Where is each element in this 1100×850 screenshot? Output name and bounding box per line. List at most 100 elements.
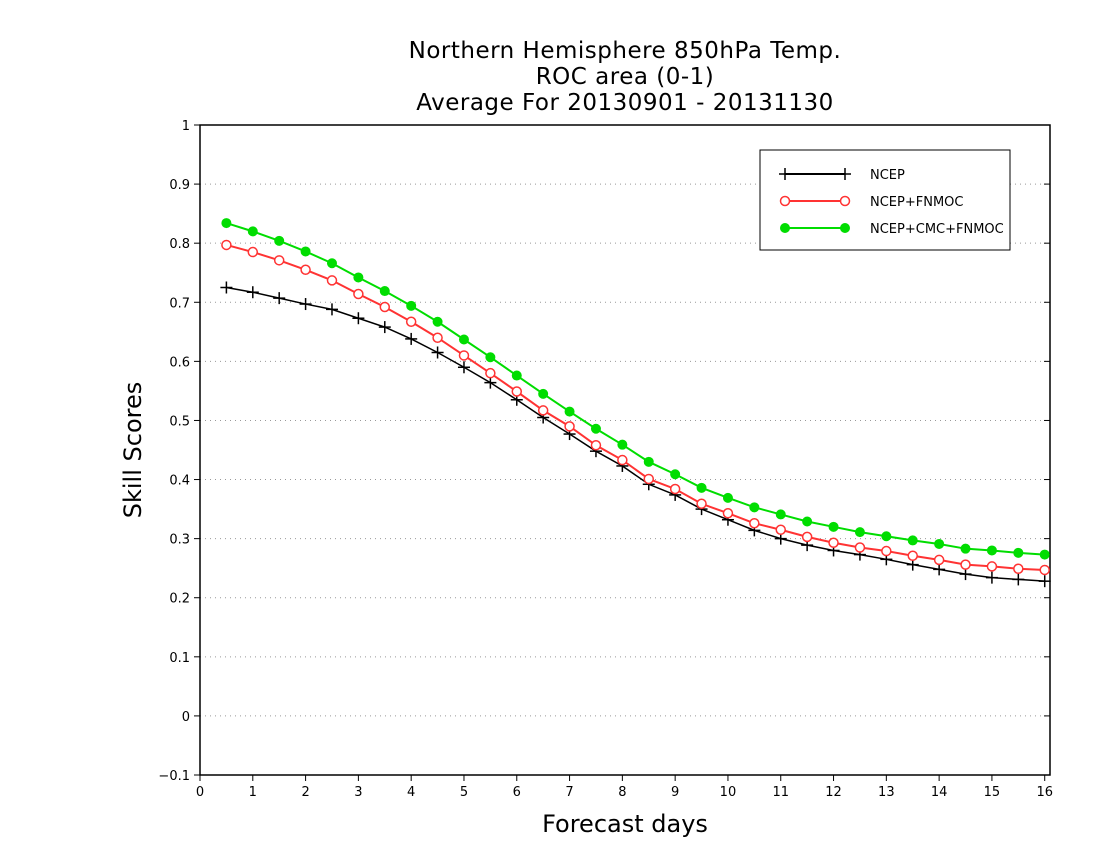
data-point-0-28	[959, 568, 972, 581]
data-point-1-17	[669, 483, 681, 495]
y-tick-label: 0.6	[169, 355, 190, 370]
data-point-0-6	[378, 321, 391, 334]
data-point-1-0	[221, 239, 232, 251]
x-tick-label: 6	[513, 785, 521, 800]
data-point-2-18	[696, 482, 707, 493]
data-point-1-20	[749, 518, 760, 529]
data-point-0-30	[1012, 573, 1025, 586]
data-point-0-10	[484, 376, 497, 389]
x-tick-label: 4	[407, 785, 415, 800]
data-point-2-30	[1013, 547, 1024, 558]
data-point-1-9	[458, 350, 470, 361]
data-point-2-6	[379, 286, 390, 297]
x-tick-label: 1	[249, 785, 257, 800]
data-point-1-23	[828, 537, 839, 549]
x-tick-label: 13	[878, 785, 895, 800]
data-point-1-10	[485, 367, 496, 379]
data-point-0-27	[933, 563, 946, 576]
data-point-1-24	[854, 542, 866, 553]
legend-marker-end-0	[839, 168, 851, 180]
data-point-1-3	[300, 264, 311, 276]
legend-marker-end-2	[840, 223, 850, 233]
data-point-2-24	[854, 527, 865, 538]
x-tick-label: 7	[565, 785, 573, 800]
data-point-1-18	[696, 498, 707, 510]
data-point-1-11	[511, 386, 523, 397]
data-point-1-15	[617, 454, 628, 466]
data-point-1-2	[273, 255, 285, 266]
data-point-1-13	[564, 421, 575, 432]
y-tick-label: 0.2	[169, 592, 190, 607]
data-point-2-7	[406, 300, 417, 311]
x-tick-label: 12	[825, 785, 842, 800]
data-point-1-30	[1013, 563, 1024, 575]
series-line-ncep-cmc-fnmoc	[226, 222, 1045, 556]
data-point-2-28	[960, 543, 971, 554]
data-point-2-3	[300, 246, 311, 257]
data-point-2-12	[538, 388, 549, 399]
data-point-2-4	[326, 258, 337, 269]
y-tick-label: 0.7	[169, 296, 190, 311]
data-point-0-7	[405, 332, 418, 345]
data-point-1-5	[353, 288, 364, 300]
data-point-1-22	[801, 531, 813, 543]
data-point-0-3	[299, 298, 312, 311]
data-point-2-1	[247, 226, 258, 237]
legend-marker-end-1	[839, 195, 851, 207]
data-point-2-26	[907, 535, 918, 546]
data-point-2-0	[221, 218, 232, 229]
data-point-0-0	[220, 281, 233, 294]
data-point-1-25	[881, 545, 892, 557]
data-point-1-7	[405, 316, 417, 328]
chart-title-line-1: Northern Hemisphere 850hPa Temp.	[408, 38, 842, 64]
chart-title-line-2: ROC area (0-1)	[535, 64, 715, 90]
data-point-1-1	[247, 246, 259, 258]
x-axis-title: Forecast days	[542, 810, 708, 838]
x-tick-label: 0	[196, 785, 204, 800]
chart-title-line-3: Average For 20130901 - 20131130	[416, 90, 834, 116]
x-tick-label: 9	[671, 785, 679, 800]
data-point-2-22	[802, 516, 813, 527]
y-tick-label: 0.5	[169, 414, 190, 429]
data-point-2-5	[353, 272, 364, 283]
x-tick-label: 3	[354, 785, 362, 800]
data-point-2-27	[934, 538, 945, 549]
x-tick-label: 8	[618, 785, 626, 800]
y-tick-label: 1	[182, 119, 190, 134]
plot-frame	[199, 124, 1051, 776]
data-point-2-23	[828, 521, 839, 532]
data-point-2-11	[511, 370, 522, 381]
data-point-1-28	[960, 559, 971, 570]
series-line-ncep-fnmoc	[226, 243, 1045, 571]
data-point-2-17	[670, 469, 681, 480]
data-point-1-31	[1039, 564, 1050, 576]
y-tick-label: 0.3	[169, 533, 190, 548]
x-tick-label: 10	[720, 785, 737, 800]
data-point-0-5	[352, 312, 365, 325]
x-tick-label: 14	[931, 785, 948, 800]
data-point-0-4	[325, 303, 338, 316]
data-point-0-9	[457, 361, 470, 374]
y-tick-label: 0.8	[169, 237, 190, 252]
data-point-0-31	[1038, 575, 1051, 588]
data-point-2-2	[274, 235, 285, 246]
legend-marker-start-1	[779, 195, 791, 207]
data-point-0-1	[246, 286, 259, 299]
data-point-2-31	[1039, 549, 1050, 560]
data-point-2-29	[986, 545, 997, 556]
data-point-2-15	[617, 439, 628, 450]
data-point-0-29	[985, 571, 998, 584]
data-point-1-12	[537, 405, 549, 416]
data-point-2-8	[432, 316, 443, 327]
x-tick-label: 16	[1036, 785, 1053, 800]
data-point-2-9	[458, 334, 469, 345]
data-point-1-14	[590, 440, 602, 451]
y-tick-label: 0.9	[169, 178, 190, 193]
legend-label-2: NCEP+CMC+FNMOC	[870, 222, 1004, 237]
data-point-1-21	[775, 524, 786, 536]
y-tick-label: −0.1	[158, 769, 190, 784]
data-point-1-27	[933, 554, 945, 566]
data-point-1-6	[379, 301, 391, 313]
y-tick-label: 0.1	[169, 651, 190, 666]
